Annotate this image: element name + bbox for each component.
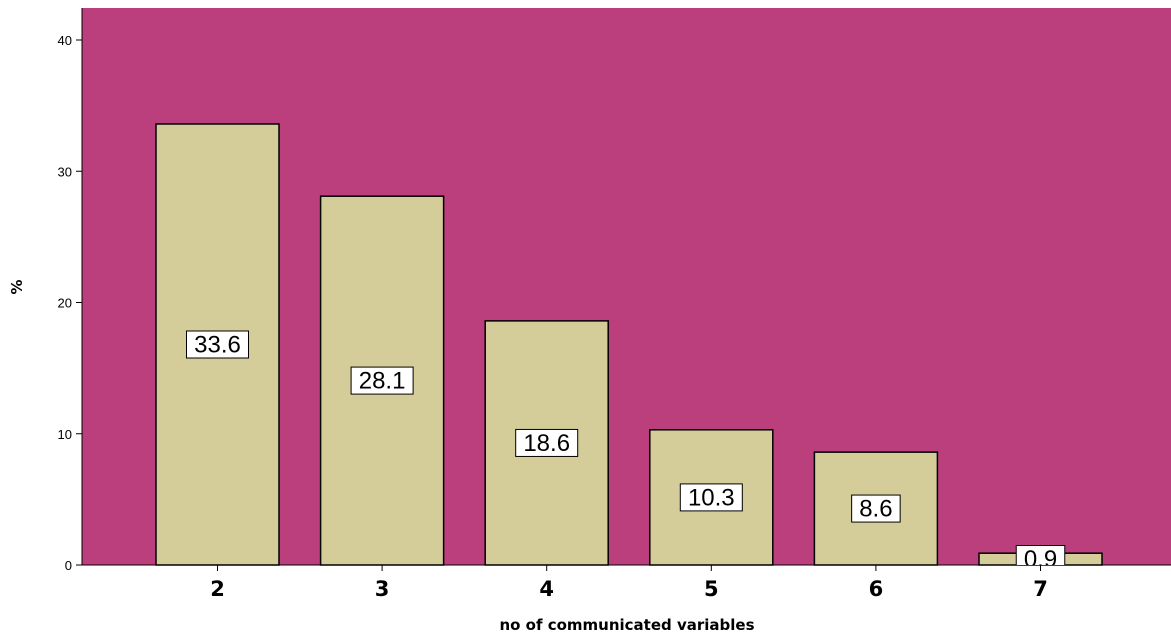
data-label-7: 0.9 <box>1015 545 1066 573</box>
data-label-box <box>515 428 579 457</box>
x-tick-label: 5 <box>704 577 719 601</box>
y-tick-label: 0 <box>65 558 72 573</box>
y-tick-label: 20 <box>58 296 72 311</box>
data-label-2: 33.6 <box>186 330 249 359</box>
data-label-6: 8.6 <box>851 494 901 523</box>
x-axis-title: no of communicated variables <box>499 616 754 634</box>
data-label-box <box>679 483 743 512</box>
data-label-text: 0.9 <box>1024 546 1057 573</box>
y-axis-title: % <box>8 279 26 294</box>
data-labels-group: 33.6 28.1 18.6 10.3 8.6 0.9 <box>186 330 1066 573</box>
data-label-text: 8.6 <box>859 496 892 523</box>
y-tick-label: 10 <box>58 427 72 442</box>
data-label-box <box>851 494 901 523</box>
x-tick-label: 7 <box>1033 577 1048 601</box>
x-tick-label: 4 <box>539 577 554 601</box>
data-label-box <box>1015 545 1066 565</box>
data-label-box <box>186 330 249 359</box>
x-tick-label: 6 <box>869 577 884 601</box>
data-label-4: 18.6 <box>515 428 579 457</box>
y-axis: 0 10 20 30 40 <box>58 8 83 573</box>
data-label-text: 33.6 <box>194 332 241 359</box>
x-tick-label: 2 <box>210 577 225 601</box>
x-axis: 2 3 4 5 6 7 <box>82 564 1171 601</box>
data-label-box <box>350 366 414 395</box>
y-tick-label: 30 <box>58 164 72 179</box>
data-label-text: 10.3 <box>688 484 735 511</box>
data-label-5: 10.3 <box>679 483 743 512</box>
x-tick-label: 3 <box>375 577 390 601</box>
data-label-text: 28.1 <box>359 368 406 395</box>
data-label-text: 18.6 <box>523 430 570 457</box>
data-label-3: 28.1 <box>350 366 414 395</box>
y-tick-label: 40 <box>58 33 72 48</box>
